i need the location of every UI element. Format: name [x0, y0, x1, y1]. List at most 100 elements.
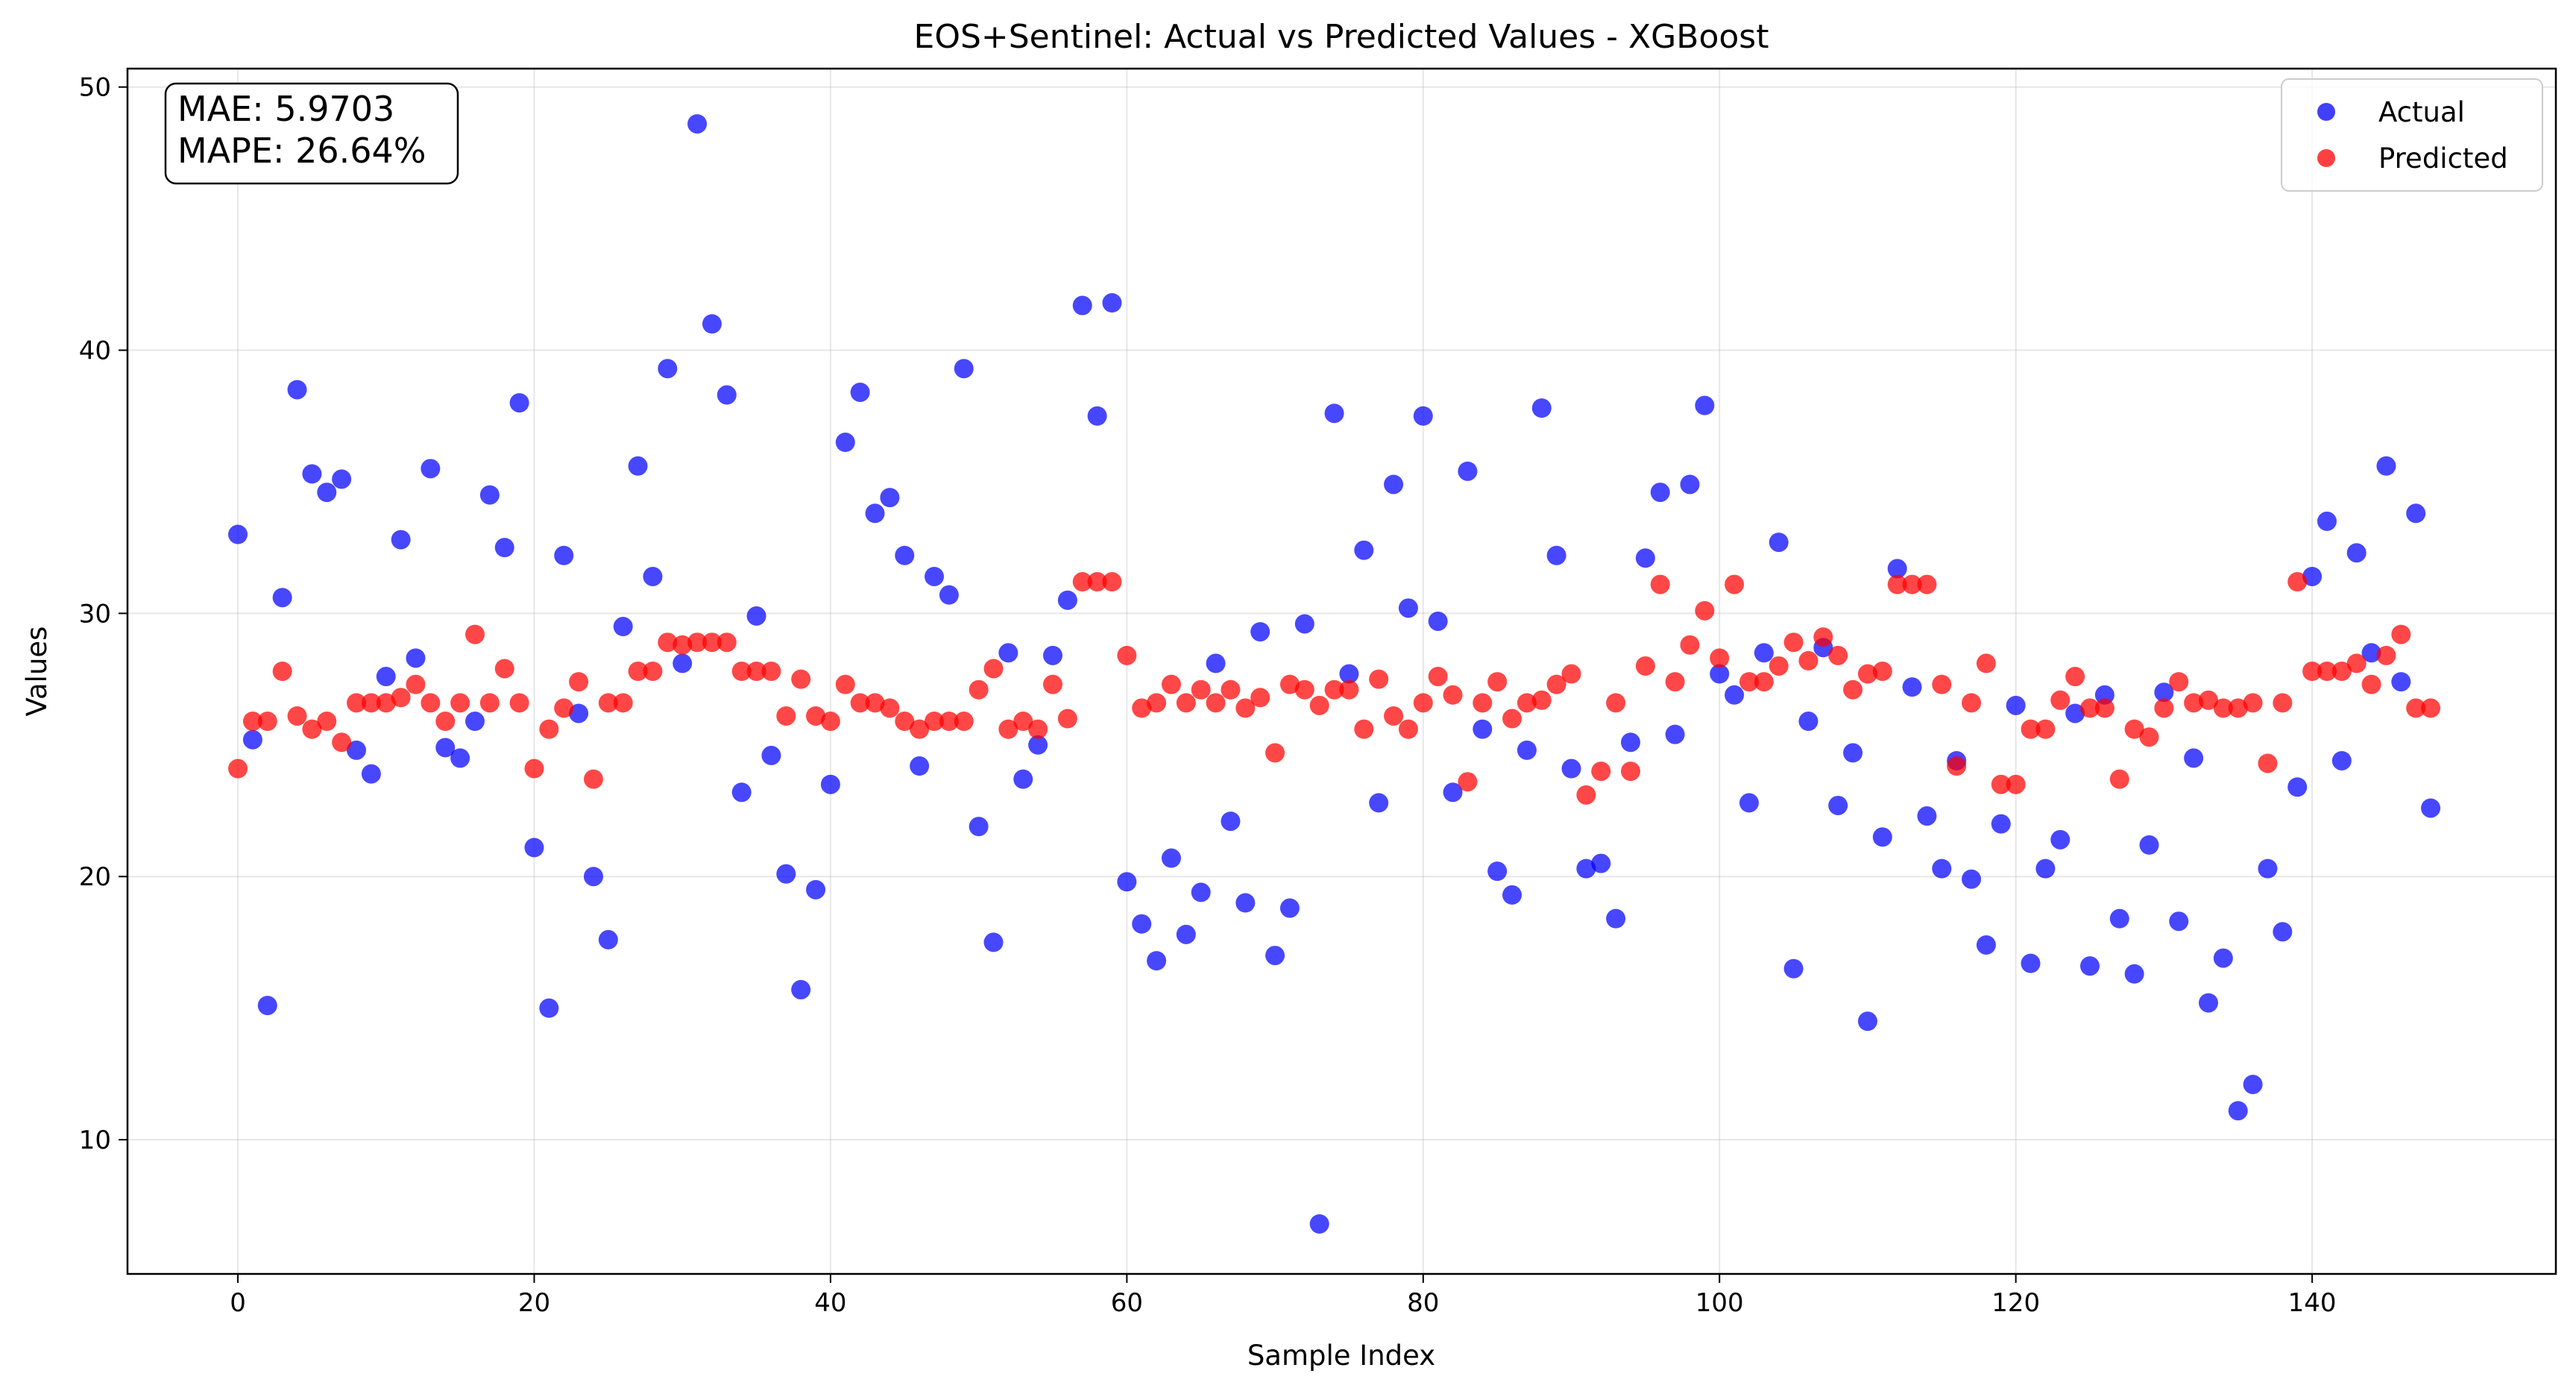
point-actual [302, 464, 322, 484]
point-predicted [1487, 672, 1508, 692]
point-predicted [820, 712, 840, 732]
point-actual [1057, 590, 1077, 610]
point-predicted [910, 719, 930, 739]
legend-frame [2281, 78, 2543, 192]
point-predicted [761, 662, 781, 681]
point-actual [2376, 456, 2396, 476]
point-predicted [1443, 685, 1463, 705]
point-predicted [1413, 693, 1433, 713]
point-predicted [1546, 674, 1566, 694]
point-actual [524, 838, 544, 858]
point-predicted [1339, 679, 1359, 700]
point-actual [1398, 598, 1418, 618]
stats-box-frame [164, 82, 459, 185]
point-actual [2406, 503, 2426, 524]
point-predicted [465, 624, 485, 644]
x-axis-label: Sample Index [1247, 1340, 1435, 1372]
point-actual [1354, 540, 1374, 560]
point-actual [2035, 858, 2056, 879]
point-predicted [1473, 693, 1493, 713]
point-actual [1339, 664, 1359, 684]
point-predicted [1769, 656, 1789, 676]
point-predicted [332, 732, 352, 753]
point-actual [1072, 295, 1092, 315]
point-actual [1621, 732, 1641, 753]
point-predicted [628, 662, 648, 681]
point-actual [450, 748, 470, 768]
point-actual [2109, 908, 2129, 929]
point-predicted [1132, 698, 1152, 718]
point-actual [895, 545, 915, 565]
point-actual [1665, 724, 1685, 744]
point-actual [2273, 922, 2293, 942]
point-predicted [1354, 719, 1374, 739]
point-actual [1176, 924, 1196, 944]
point-actual [628, 456, 648, 476]
point-predicted [1621, 762, 1641, 782]
point-predicted [554, 698, 574, 718]
point-predicted [1324, 679, 1344, 700]
point-predicted [1517, 693, 1537, 713]
point-predicted [302, 719, 322, 739]
point-predicted [228, 759, 248, 779]
point-predicted [1650, 574, 1670, 594]
point-predicted [2258, 753, 2278, 773]
point-predicted [1754, 672, 1774, 692]
point-predicted [347, 693, 367, 713]
point-actual [539, 998, 559, 1018]
point-predicted [925, 712, 945, 732]
point-actual [272, 588, 292, 608]
point-actual [1591, 853, 1611, 873]
point-actual [1487, 861, 1508, 882]
point-actual [820, 774, 840, 794]
point-predicted [2080, 698, 2100, 718]
point-actual [1650, 483, 1670, 503]
point-predicted [1635, 656, 1655, 676]
point-predicted [1279, 674, 1300, 694]
point-predicted [2199, 690, 2219, 710]
x-tick-label: 140 [2288, 1288, 2337, 1318]
point-predicted [1294, 679, 1314, 700]
point-predicted [1828, 645, 1848, 665]
point-predicted [1161, 674, 1181, 694]
point-actual [1473, 719, 1493, 739]
point-actual [1428, 611, 1448, 631]
point-predicted [509, 693, 529, 713]
point-predicted [1813, 627, 1833, 647]
point-actual [228, 524, 248, 544]
point-predicted [1857, 664, 1877, 684]
point-predicted [850, 693, 870, 713]
point-predicted [391, 688, 411, 708]
point-predicted [969, 679, 989, 700]
point-predicted [1591, 762, 1611, 782]
point-predicted [1976, 653, 1996, 674]
point-actual [598, 929, 618, 949]
point-predicted [2184, 693, 2204, 713]
point-predicted [1576, 785, 1596, 805]
point-actual [835, 433, 855, 453]
point-predicted [2273, 693, 2293, 713]
x-tick-label: 40 [814, 1288, 846, 1318]
point-predicted [242, 712, 262, 732]
legend: Actual Predicted [2281, 78, 2543, 192]
point-actual [494, 538, 514, 558]
point-actual [2124, 964, 2144, 984]
data-points [228, 114, 2441, 1234]
point-actual [2199, 993, 2219, 1013]
point-actual [1546, 545, 1566, 565]
point-actual [1828, 795, 1848, 815]
point-actual [1962, 869, 1982, 889]
point-actual [406, 648, 426, 668]
point-actual [1013, 769, 1033, 789]
point-predicted [865, 693, 885, 713]
point-predicted [1206, 693, 1226, 713]
point-actual [2050, 829, 2070, 850]
point-actual [850, 382, 870, 402]
point-actual [1221, 811, 1241, 832]
point-actual [1725, 685, 1745, 705]
point-actual [1754, 643, 1774, 663]
point-actual [746, 606, 766, 626]
point-actual [761, 745, 781, 765]
point-actual [925, 566, 945, 586]
point-predicted [1369, 669, 1389, 689]
